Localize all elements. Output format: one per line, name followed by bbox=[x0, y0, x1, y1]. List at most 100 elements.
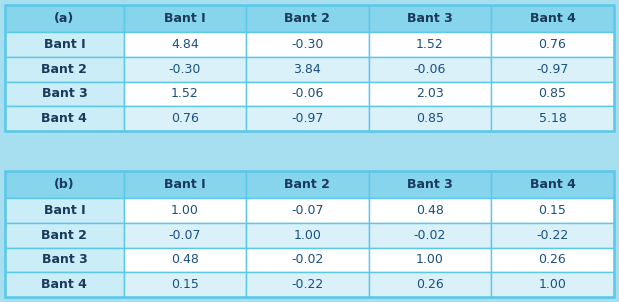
Text: -0.30: -0.30 bbox=[291, 38, 324, 51]
Bar bbox=[246, 272, 368, 297]
Bar bbox=[124, 106, 246, 131]
Bar bbox=[491, 198, 614, 223]
Text: 2.03: 2.03 bbox=[416, 87, 444, 100]
Bar bbox=[246, 5, 368, 32]
Bar bbox=[5, 5, 124, 32]
Bar bbox=[5, 272, 124, 297]
Text: 1.00: 1.00 bbox=[416, 253, 444, 266]
Bar bbox=[491, 57, 614, 82]
Bar bbox=[124, 5, 246, 32]
Bar bbox=[124, 82, 246, 106]
Bar bbox=[368, 223, 491, 248]
Text: 1.00: 1.00 bbox=[171, 204, 199, 217]
Bar bbox=[246, 171, 368, 198]
Bar bbox=[5, 248, 124, 272]
Text: Bant 3: Bant 3 bbox=[407, 12, 452, 25]
Text: 1.52: 1.52 bbox=[416, 38, 444, 51]
Text: 1.52: 1.52 bbox=[171, 87, 199, 100]
Text: 0.26: 0.26 bbox=[416, 278, 444, 291]
Text: 0.48: 0.48 bbox=[416, 204, 444, 217]
Text: 0.85: 0.85 bbox=[416, 112, 444, 125]
Bar bbox=[5, 171, 124, 198]
Bar bbox=[124, 198, 246, 223]
Text: Bant 3: Bant 3 bbox=[41, 253, 87, 266]
Bar bbox=[124, 248, 246, 272]
Bar bbox=[368, 248, 491, 272]
Bar bbox=[491, 171, 614, 198]
Text: -0.22: -0.22 bbox=[292, 278, 324, 291]
Bar bbox=[124, 32, 246, 57]
Bar bbox=[368, 171, 491, 198]
Text: -0.97: -0.97 bbox=[291, 112, 324, 125]
Bar bbox=[124, 171, 246, 198]
Text: Bant I: Bant I bbox=[43, 204, 85, 217]
Text: Bant 2: Bant 2 bbox=[285, 12, 331, 25]
Text: Bant 4: Bant 4 bbox=[529, 12, 576, 25]
Bar bbox=[246, 106, 368, 131]
Bar bbox=[5, 106, 124, 131]
Text: Bant I: Bant I bbox=[164, 12, 206, 25]
Bar bbox=[491, 5, 614, 32]
Bar bbox=[368, 32, 491, 57]
Text: 3.84: 3.84 bbox=[293, 63, 321, 76]
Text: -0.30: -0.30 bbox=[169, 63, 201, 76]
Text: Bant 2: Bant 2 bbox=[41, 229, 87, 242]
Text: -0.06: -0.06 bbox=[413, 63, 446, 76]
Text: Bant I: Bant I bbox=[164, 178, 206, 191]
Bar bbox=[368, 82, 491, 106]
Bar bbox=[5, 171, 614, 297]
Text: 4.84: 4.84 bbox=[171, 38, 199, 51]
Bar bbox=[5, 57, 124, 82]
Text: Bant 4: Bant 4 bbox=[41, 278, 87, 291]
Bar bbox=[246, 57, 368, 82]
Text: 0.26: 0.26 bbox=[539, 253, 566, 266]
Text: 1.00: 1.00 bbox=[539, 278, 566, 291]
Bar bbox=[246, 223, 368, 248]
Text: 0.48: 0.48 bbox=[171, 253, 199, 266]
Text: -0.02: -0.02 bbox=[413, 229, 446, 242]
Bar bbox=[124, 223, 246, 248]
Bar bbox=[5, 32, 124, 57]
Bar bbox=[491, 272, 614, 297]
Text: Bant 2: Bant 2 bbox=[41, 63, 87, 76]
Bar bbox=[124, 57, 246, 82]
Bar bbox=[124, 272, 246, 297]
Bar bbox=[368, 198, 491, 223]
Text: 5.18: 5.18 bbox=[539, 112, 566, 125]
Text: Bant 4: Bant 4 bbox=[529, 178, 576, 191]
Text: 1.00: 1.00 bbox=[293, 229, 321, 242]
Text: Bant I: Bant I bbox=[43, 38, 85, 51]
Bar bbox=[246, 248, 368, 272]
Bar bbox=[246, 198, 368, 223]
Bar bbox=[368, 5, 491, 32]
Text: (b): (b) bbox=[54, 178, 75, 191]
Bar bbox=[491, 106, 614, 131]
Text: 0.15: 0.15 bbox=[171, 278, 199, 291]
Text: -0.07: -0.07 bbox=[291, 204, 324, 217]
Text: -0.22: -0.22 bbox=[537, 229, 569, 242]
Text: 0.85: 0.85 bbox=[539, 87, 566, 100]
Bar bbox=[5, 223, 124, 248]
Text: -0.02: -0.02 bbox=[291, 253, 324, 266]
Bar bbox=[491, 82, 614, 106]
Bar bbox=[491, 32, 614, 57]
Text: (a): (a) bbox=[54, 12, 74, 25]
Text: -0.07: -0.07 bbox=[169, 229, 201, 242]
Text: Bant 3: Bant 3 bbox=[41, 87, 87, 100]
Bar bbox=[491, 223, 614, 248]
Text: 0.76: 0.76 bbox=[539, 38, 566, 51]
Text: Bant 4: Bant 4 bbox=[41, 112, 87, 125]
Bar bbox=[368, 57, 491, 82]
Text: 0.15: 0.15 bbox=[539, 204, 566, 217]
Text: -0.97: -0.97 bbox=[536, 63, 569, 76]
Bar bbox=[246, 32, 368, 57]
Bar bbox=[5, 198, 124, 223]
Bar bbox=[368, 272, 491, 297]
Bar bbox=[5, 82, 124, 106]
Bar bbox=[246, 82, 368, 106]
Bar bbox=[491, 248, 614, 272]
Text: 0.76: 0.76 bbox=[171, 112, 199, 125]
Text: -0.06: -0.06 bbox=[291, 87, 324, 100]
Bar bbox=[5, 5, 614, 131]
Bar bbox=[368, 106, 491, 131]
